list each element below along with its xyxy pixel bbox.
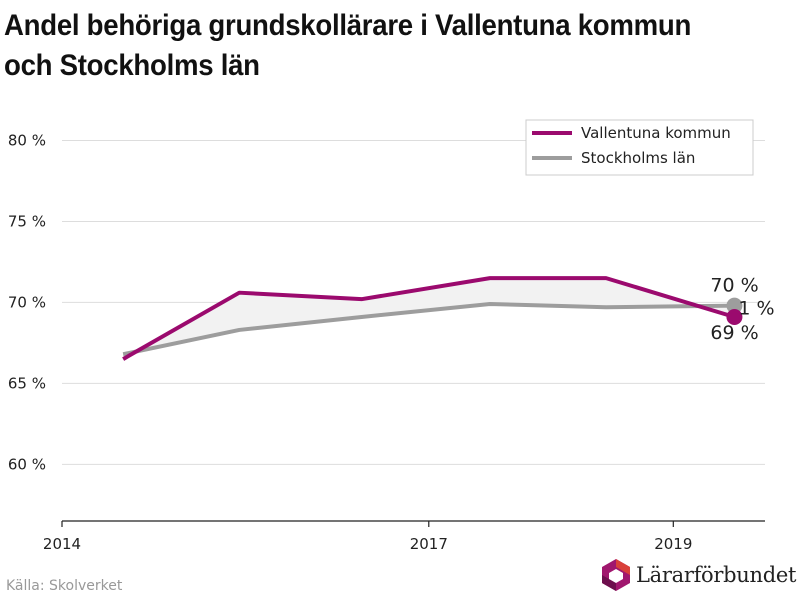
- y-tick-label-75: 75 %: [8, 212, 46, 230]
- y-tick-label-80: 80 %: [8, 131, 46, 149]
- y-tick-label-70: 70 %: [8, 293, 46, 311]
- legend-label-vallentuna: Vallentuna kommun: [581, 124, 731, 142]
- series-lines: [122, 276, 736, 361]
- legend-box: [525, 119, 754, 176]
- x-tick-label-2014: 2014: [43, 535, 81, 553]
- difference-fill: [123, 278, 735, 360]
- end-label-stockholm: 70 %: [710, 275, 758, 297]
- end-label-vallentuna: 69 %: [710, 322, 758, 344]
- legend: Vallentuna kommun Stockholms län: [525, 119, 754, 176]
- lararforbundet-logo: Lärarförbundet: [600, 558, 796, 592]
- legend-label-stockholm: Stockholms län: [581, 149, 695, 167]
- source-note: Källa: Skolverket: [6, 578, 123, 594]
- end-label-partial: 1 %: [738, 298, 774, 320]
- end-labels: 70 % 69 %1 %: [710, 275, 774, 344]
- y-tick-labels: 60 % 65 % 70 % 75 % 80 %: [8, 131, 46, 473]
- x-tick-label-2017: 2017: [410, 535, 448, 553]
- series-line-stockholm: [122, 302, 735, 357]
- series-line-vallentuna: [122, 276, 736, 361]
- chart-title: Andel behöriga grundskollärare i Vallent…: [4, 9, 692, 82]
- hexagon-logo-icon: [602, 559, 630, 591]
- x-ticks: 2014 2017 2019: [43, 521, 692, 553]
- y-tick-label-60: 60 %: [8, 455, 46, 473]
- y-tick-label-65: 65 %: [8, 374, 46, 392]
- logo-text: Lärarförbundet: [636, 563, 797, 587]
- x-tick-label-2019: 2019: [654, 535, 692, 553]
- end-marker-vallentuna: [726, 308, 743, 325]
- end-marker-stockholm: [726, 297, 743, 314]
